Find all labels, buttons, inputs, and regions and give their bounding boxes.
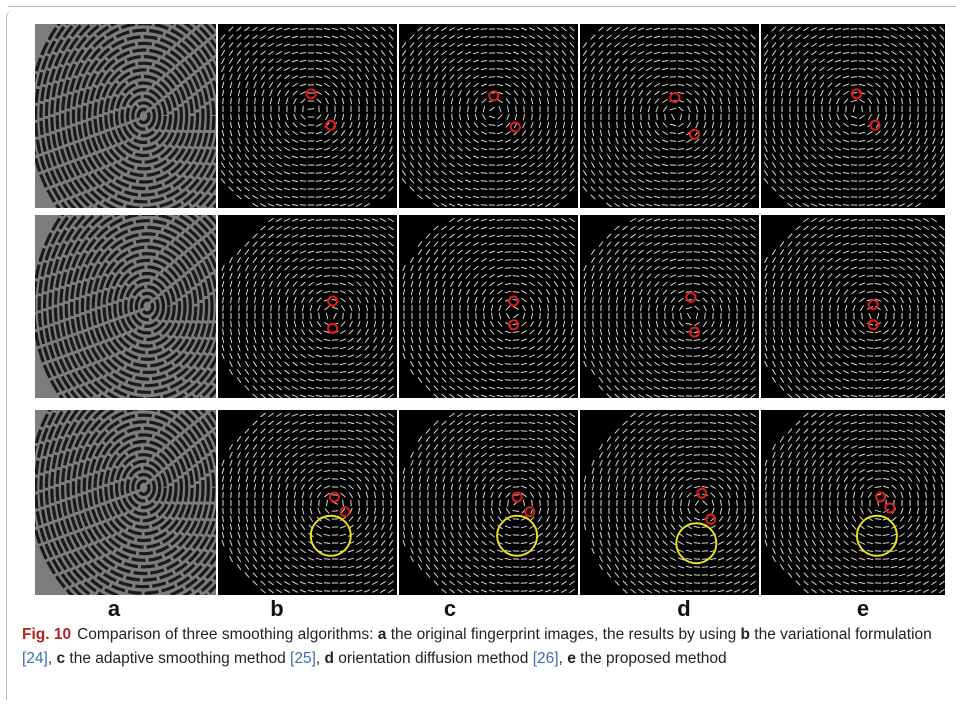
orientation-graphic (582, 26, 756, 208)
fingerprint-graphic (35, 215, 216, 398)
singular-point-marker (305, 88, 317, 100)
caption-sep: , (47, 650, 57, 667)
orientation-graphic (583, 412, 756, 594)
singular-point-marker (509, 121, 521, 133)
singular-point-marker (488, 90, 500, 102)
caption-sep: , (315, 650, 325, 667)
orientation-field-image (218, 410, 397, 595)
caption-figure-label: Fig. 10 (22, 626, 72, 643)
caption-text-a: the original fingerprint images, the res… (386, 626, 741, 643)
caption-text-b: the variational formulation (749, 626, 932, 643)
caption-ref-24[interactable]: [24] (22, 650, 48, 667)
singular-point-marker (875, 491, 887, 503)
orientation-graphic (402, 412, 575, 594)
highlight-circle (855, 514, 898, 557)
singular-point-marker (869, 119, 881, 131)
singular-point-marker (508, 319, 520, 331)
column-label-d: d (677, 596, 691, 621)
singular-point-marker (884, 502, 896, 514)
orientation-field-image (761, 410, 945, 595)
singular-point-marker (327, 322, 339, 334)
caption-intro: Comparison of three smoothing algorithms… (77, 626, 378, 643)
singular-point-marker (669, 92, 681, 104)
figure-frame-top (8, 6, 956, 7)
singular-point-marker (867, 299, 879, 311)
fingerprint-image (35, 410, 216, 595)
fingerprint-image (35, 215, 216, 398)
column-label-a: a (107, 596, 121, 621)
caption-letter-b: b (740, 626, 750, 643)
highlight-circle (675, 522, 718, 565)
orientation-field-image (218, 24, 397, 208)
orientation-graphic (221, 218, 394, 398)
singular-point-marker (705, 513, 717, 525)
caption-letter-c: c (56, 650, 66, 667)
column-label-b: b (270, 596, 284, 621)
caption-text-e: the proposed method (575, 650, 727, 667)
caption-sep: , (558, 650, 568, 667)
orientation-graphic (221, 412, 394, 594)
orientation-graphic (401, 26, 575, 207)
orientation-field-image (761, 24, 945, 208)
fingerprint-graphic (35, 410, 216, 595)
singular-point-marker (524, 506, 536, 518)
caption-letter-e: e (567, 650, 576, 667)
fingerprint-image (35, 24, 216, 208)
singular-point-marker (689, 326, 701, 338)
singular-point-marker (689, 128, 701, 140)
singular-point-marker (696, 487, 708, 499)
singular-point-marker (511, 491, 523, 503)
orientation-field-image (761, 215, 945, 398)
orientation-field-image (399, 24, 578, 208)
orientation-graphic (763, 26, 945, 208)
orientation-graphic (220, 26, 394, 207)
singular-point-marker (339, 506, 351, 518)
singular-point-marker (325, 119, 337, 131)
caption-letter-d: d (324, 650, 334, 667)
orientation-field-image (580, 410, 759, 595)
singular-point-marker (328, 491, 340, 503)
caption-text-c: the adaptive smoothing method (65, 650, 291, 667)
orientation-graphic (764, 217, 945, 398)
orientation-field-image (218, 215, 397, 398)
caption-ref-25[interactable]: [25] (290, 650, 316, 667)
orientation-graphic (583, 218, 756, 398)
figure-frame-left (6, 10, 15, 700)
singular-point-marker (327, 295, 339, 307)
orientation-field-image (399, 215, 578, 398)
caption-letter-a: a (377, 626, 387, 643)
orientation-field-image (399, 410, 578, 595)
highlight-circle (309, 514, 352, 557)
orientation-field-image (580, 24, 759, 208)
caption-ref-26[interactable]: [26] (532, 650, 559, 667)
singular-point-marker (851, 88, 863, 100)
orientation-graphic (402, 218, 575, 398)
singular-point-marker (685, 291, 697, 303)
fingerprint-graphic (35, 24, 216, 208)
singular-point-marker (867, 319, 879, 331)
figure-caption: Fig. 10 Comparison of three smoothing alg… (22, 623, 947, 671)
orientation-field-image (580, 215, 759, 398)
column-label-e: e (856, 596, 870, 621)
orientation-graphic (764, 412, 945, 594)
column-label-c: c (443, 596, 457, 621)
singular-point-marker (508, 295, 520, 307)
caption-text-d: orientation diffusion method (333, 650, 533, 667)
highlight-circle (496, 514, 539, 557)
